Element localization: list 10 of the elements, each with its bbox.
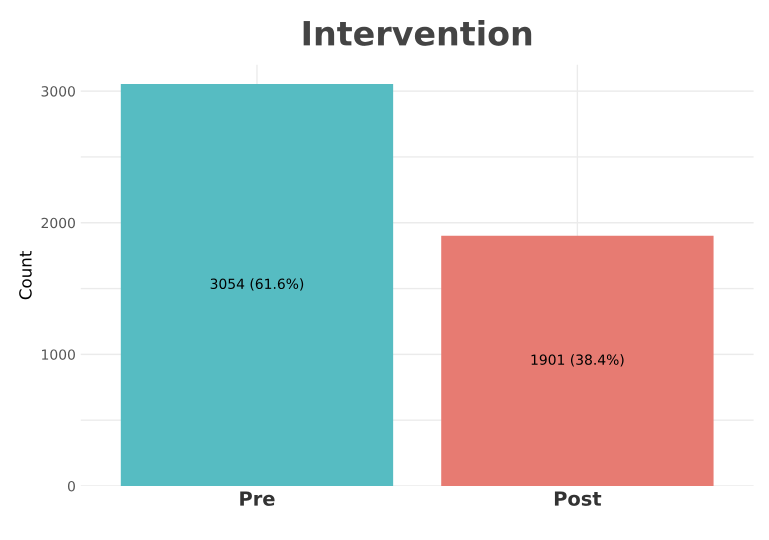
y-tick-label: 2000 [42, 218, 75, 228]
y-axis-title: Count [19, 251, 32, 300]
chart-title: Intervention [304, 20, 532, 46]
data-label: 1901 (38.4%) [532, 354, 624, 367]
y-tick-label: 0 [68, 480, 75, 492]
y-tick-label: 3000 [42, 86, 75, 97]
x-tick-label: Post [554, 491, 602, 506]
y-tick-label: 1000 [42, 349, 75, 360]
x-tick-label: Pre [240, 491, 275, 506]
data-label: 3054 (61.6%) [210, 278, 304, 291]
